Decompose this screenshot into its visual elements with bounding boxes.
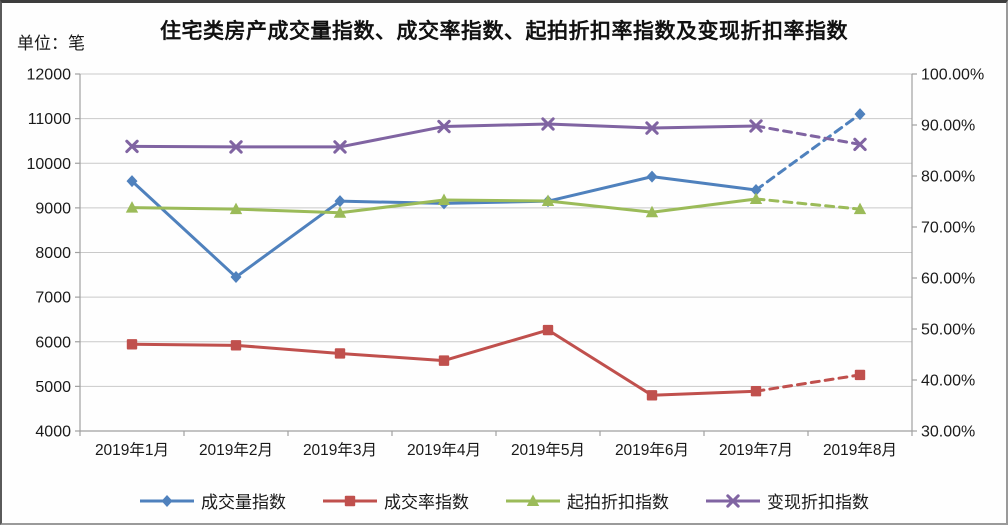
series-0-dashed-segment	[754, 112, 862, 192]
data-point-x	[645, 121, 659, 135]
data-point-square	[344, 495, 356, 506]
series-3	[125, 117, 867, 154]
legend-item-2: 起拍折扣指数	[505, 488, 669, 513]
data-point-square	[438, 355, 450, 366]
data-point-triangle	[749, 192, 763, 204]
chart-legend: 成交量指数 成交率指数 起拍折扣指数 变现折扣指数	[2, 488, 1006, 513]
series-3-dashed-segment	[754, 124, 862, 146]
y-right-tick-label: 70.00%	[921, 220, 975, 237]
data-point-diamond	[161, 494, 173, 507]
x-tick-label: 2019年4月	[407, 441, 481, 459]
data-point-triangle	[853, 202, 867, 215]
data-point-diamond	[854, 108, 866, 121]
data-point-triangle	[541, 194, 555, 206]
y-left-tick-label: 5000	[35, 379, 71, 396]
y-right-tick-label: 100.00%	[921, 67, 984, 84]
x-tick-label: 2019年8月	[823, 441, 897, 459]
legend-label-3: 变现折扣指数	[767, 493, 869, 512]
chart-plot-area: 12000 11000 10000 9000 8000 7000 6000 5000 4000 1…	[27, 67, 985, 460]
data-point-square	[542, 324, 554, 336]
data-point-triangle	[229, 202, 243, 215]
series-0-line	[130, 175, 757, 279]
y-right-tick-label: 50.00%	[921, 322, 975, 339]
legend-marker-square-icon	[323, 495, 377, 506]
legend-label-2: 起拍折扣指数	[567, 493, 669, 512]
y-right-tick-label: 60.00%	[921, 271, 975, 288]
x-tick-label: 2019年3月	[303, 441, 377, 459]
y-right-tick-label: 30.00%	[921, 424, 975, 441]
y-right-tick-label: 90.00%	[921, 118, 975, 135]
data-point-triangle	[333, 206, 347, 218]
x-tick-label: 2019年7月	[719, 441, 793, 459]
y-left-tick-label: 9000	[35, 200, 71, 217]
series-2-dashed-segment	[754, 197, 862, 211]
series-2	[125, 192, 867, 218]
data-point-x	[541, 117, 555, 131]
data-point-x	[749, 119, 763, 133]
data-point-square	[750, 386, 762, 397]
legend-marker-diamond-icon	[140, 494, 194, 507]
data-point-x	[726, 493, 740, 508]
y-left-tick-label: 4000	[35, 424, 71, 441]
data-point-x	[333, 140, 347, 154]
data-point-square	[126, 339, 138, 350]
data-point-x	[437, 119, 451, 134]
data-point-square	[854, 369, 866, 381]
data-point-square	[334, 348, 346, 359]
data-point-diamond	[750, 184, 762, 197]
data-point-x	[229, 140, 243, 154]
chart-title: 住宅类房产成交量指数、成交率指数、起拍折扣率指数及变现折扣率指数	[160, 20, 848, 43]
y-left-tick-label: 6000	[35, 334, 71, 351]
y-left-tick-label: 8000	[35, 245, 71, 262]
legend-item-0: 成交量指数	[139, 488, 286, 513]
x-tick-label: 2019年6月	[615, 441, 689, 459]
legend-marker-triangle-icon	[506, 494, 560, 506]
x-tick-label: 2019年5月	[511, 441, 585, 459]
data-point-triangle	[645, 205, 659, 218]
data-point-triangle	[437, 193, 451, 205]
data-point-x	[125, 139, 139, 154]
legend-label-1: 成交率指数	[384, 493, 469, 512]
y-left-tick-label: 10000	[27, 156, 72, 173]
data-point-triangle	[125, 201, 139, 213]
data-point-square	[646, 390, 658, 401]
series-1	[126, 324, 866, 401]
legend-label-0: 成交量指数	[201, 493, 286, 512]
y-right-tick-label: 80.00%	[921, 169, 975, 186]
series-1-dashed-segment	[754, 373, 862, 393]
legend-item-1: 成交率指数	[322, 488, 469, 513]
legend-item-3: 变现折扣指数	[705, 488, 869, 513]
data-point-diamond	[334, 195, 346, 208]
y-left-tick-label: 7000	[35, 290, 71, 307]
y-left-tick-label: 12000	[27, 67, 72, 84]
unit-label: 单位：笔	[17, 34, 85, 53]
x-tick-label: 2019年2月	[199, 441, 273, 459]
y-right-tick-label: 40.00%	[921, 373, 975, 390]
data-point-diamond	[646, 170, 658, 183]
data-point-diamond	[126, 175, 138, 188]
legend-marker-x-icon	[706, 493, 760, 508]
data-point-x	[853, 137, 867, 152]
data-point-diamond	[230, 271, 242, 284]
data-point-square	[230, 340, 242, 351]
y-left-tick-label: 11000	[28, 111, 71, 128]
data-point-triangle	[526, 494, 540, 506]
x-tick-label: 2019年1月	[95, 441, 169, 459]
